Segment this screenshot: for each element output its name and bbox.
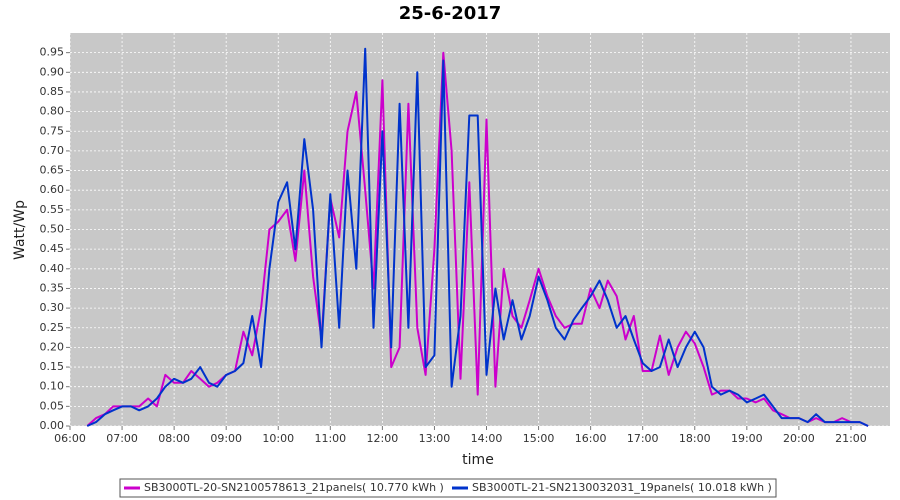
x-tick-label: 11:00 (314, 432, 346, 445)
x-tick-label: 09:00 (210, 432, 242, 445)
x-tick-label: 12:00 (367, 432, 399, 445)
y-tick-label: 0.05 (40, 399, 65, 412)
y-tick-label: 0.00 (40, 419, 65, 432)
y-tick-label: 0.50 (40, 223, 65, 236)
x-tick-label: 14:00 (471, 432, 503, 445)
x-tick-label: 18:00 (679, 432, 711, 445)
x-tick-label: 15:00 (523, 432, 555, 445)
y-axis-label: Watt/Wp (12, 200, 28, 260)
x-tick-label: 10:00 (262, 432, 294, 445)
y-tick-label: 0.95 (40, 46, 65, 59)
legend (119, 478, 777, 498)
y-tick-label: 0.30 (40, 301, 65, 314)
x-tick-label: 17:00 (627, 432, 659, 445)
y-tick-label: 0.35 (40, 281, 65, 294)
x-tick-label: 19:00 (731, 432, 763, 445)
y-tick-label: 0.15 (40, 360, 65, 373)
y-tick-label: 0.45 (40, 242, 65, 255)
y-tick-label: 0.75 (40, 124, 65, 137)
series-line (86, 51, 869, 427)
x-tick-label: 07:00 (106, 432, 138, 445)
x-tick-label: 21:00 (835, 432, 867, 445)
y-tick-label: 0.65 (40, 164, 65, 177)
x-axis-label: time (462, 452, 494, 468)
y-tick-label: 0.85 (40, 85, 65, 98)
y-tick-label: 0.20 (40, 340, 65, 353)
y-tick-label: 0.80 (40, 105, 65, 118)
y-tick-label: 0.25 (40, 321, 65, 334)
x-tick-label: 06:00 (54, 432, 86, 445)
series-line (86, 47, 869, 427)
x-tick-label: 20:00 (783, 432, 815, 445)
y-tick-label: 0.10 (40, 380, 65, 393)
x-tick-label: 13:00 (419, 432, 451, 445)
y-tick-label: 0.40 (40, 262, 65, 275)
x-tick-label: 16:00 (575, 432, 607, 445)
chart-title: 25-6-2017 (399, 3, 502, 24)
y-tick-label: 0.70 (40, 144, 65, 157)
legend-label: SB3000TL-21-SN2130032031_19panels( 10.01… (472, 481, 772, 494)
y-tick-label: 0.55 (40, 203, 65, 216)
x-tick-label: 08:00 (158, 432, 190, 445)
y-tick-label: 0.90 (40, 65, 65, 78)
y-tick-label: 0.60 (40, 183, 65, 196)
legend-label: SB3000TL-20-SN2100578613_21panels( 10.77… (144, 481, 444, 494)
